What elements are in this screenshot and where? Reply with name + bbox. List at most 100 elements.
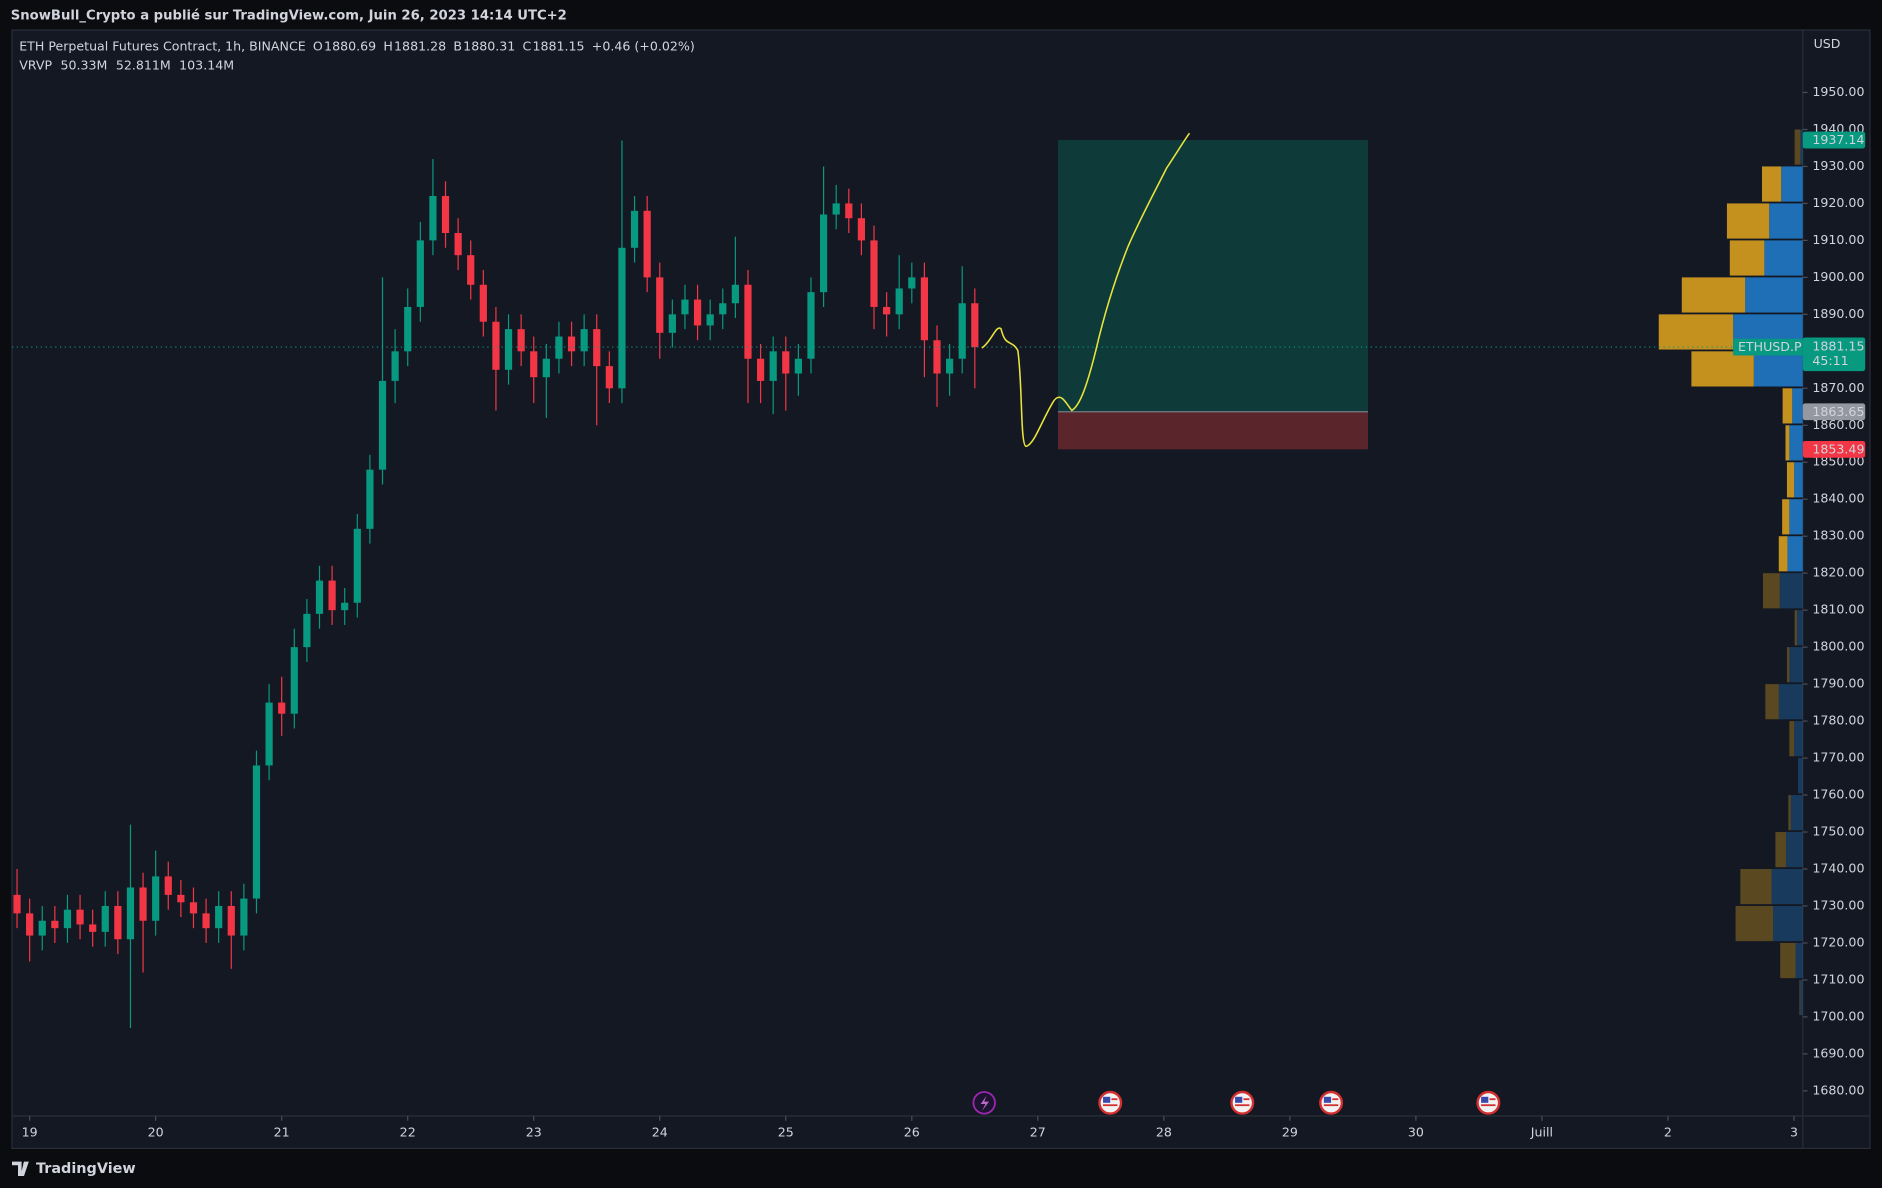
volume-profile-up: [1797, 610, 1803, 646]
candle-body: [416, 240, 424, 307]
legend-ohlc-value: 1881.15: [532, 38, 584, 53]
y-tick-label: 1760.00: [1812, 787, 1864, 802]
price-label: 1937.14: [1812, 132, 1864, 147]
candle-body: [719, 303, 727, 315]
volume-profile-up: [1764, 240, 1803, 276]
candle-body: [605, 366, 613, 389]
candle-body: [252, 765, 261, 899]
volume-profile-up: [1771, 868, 1803, 905]
y-tick-label: 1780.00: [1812, 713, 1864, 728]
plot-layer: 1680.00 1690.00 1700.00 1710.00 1720.00 1730.…: [12, 36, 1866, 1139]
candle-body: [807, 292, 815, 359]
volume-profile-down: [1775, 832, 1786, 868]
candle-body: [643, 210, 651, 278]
footer-brand: TradingView: [36, 1161, 136, 1177]
candle-body: [555, 336, 563, 359]
volume-profile-up: [1769, 203, 1803, 239]
legend-ohlc-key: B: [453, 38, 462, 53]
y-tick-label: 1820.00: [1812, 565, 1864, 580]
volume-profile-down: [1780, 942, 1796, 979]
candle-body: [517, 329, 525, 352]
candle-body: [933, 340, 941, 374]
legend-ohlc-key: O: [313, 38, 323, 53]
y-tick-label: 1770.00: [1812, 750, 1864, 765]
volume-profile-down: [1782, 388, 1793, 424]
candle-body: [668, 314, 676, 333]
volume-profile-down: [1799, 979, 1801, 1016]
x-tick-label: 30: [1408, 1124, 1424, 1139]
event-icon-glyph: [980, 1095, 990, 1112]
candle-body: [530, 351, 538, 378]
volume-profile-down: [1786, 647, 1790, 683]
y-tick-label: 1810.00: [1812, 602, 1864, 617]
event-icon[interactable]: [1230, 1090, 1255, 1115]
candle-body: [215, 905, 223, 929]
legend-ohlc-key: C: [522, 38, 531, 53]
candle-body: [593, 329, 601, 367]
candle-body: [89, 924, 97, 932]
volume-profile-up: [1794, 721, 1803, 757]
candle-body: [441, 196, 450, 234]
y-tick-label: 1720.00: [1812, 934, 1864, 949]
candle-body: [101, 905, 109, 932]
candle-body: [542, 358, 550, 378]
x-tick-label: 3: [1790, 1124, 1798, 1139]
candle-body: [681, 299, 689, 315]
candle-body: [567, 336, 576, 352]
symbol-label-box: [1733, 338, 1803, 356]
y-tick-label: 1700.00: [1812, 1008, 1864, 1023]
x-tick-label: 29: [1282, 1124, 1298, 1139]
y-tick-label: 1950.00: [1812, 84, 1864, 99]
volume-profile-down: [1740, 868, 1772, 905]
volume-profile-up: [1800, 979, 1803, 1016]
volume-profile-up: [1797, 758, 1803, 794]
y-tick-label: 1860.00: [1812, 417, 1864, 432]
currency-label: USD: [1814, 36, 1841, 51]
event-icon[interactable]: [1319, 1090, 1344, 1115]
x-tick-label: 25: [778, 1124, 794, 1139]
candle-body: [870, 240, 878, 307]
candle-body: [744, 284, 752, 359]
position-profit-zone: [1057, 140, 1369, 412]
y-tick-label: 1870.00: [1812, 380, 1864, 395]
volume-profile-up: [1745, 277, 1803, 313]
x-tick-label: 21: [274, 1124, 290, 1139]
position-loss-zone: [1057, 411, 1369, 450]
legend-ohlc-value: 1880.69: [324, 38, 376, 53]
volume-profile-down: [1794, 610, 1798, 646]
volume-profile-up: [1773, 905, 1803, 942]
legend-ohlc-key: H: [383, 38, 392, 53]
y-tick-label: 1910.00: [1812, 232, 1864, 247]
candle-body: [13, 894, 21, 914]
candle-body: [366, 469, 374, 529]
candle-body: [845, 203, 853, 219]
volume-profile-down: [1786, 462, 1795, 498]
candle-body: [794, 358, 802, 374]
y-tick-label: 1830.00: [1812, 528, 1864, 543]
y-tick-label: 1750.00: [1812, 824, 1864, 839]
footer-logo: [12, 1161, 29, 1176]
candle-body: [51, 920, 59, 929]
x-tick-label: 20: [148, 1124, 164, 1139]
candle-body: [303, 613, 311, 648]
y-tick-label: 1690.00: [1812, 1045, 1864, 1060]
candle-body: [139, 887, 147, 921]
legend-ohlc-value: 1881.28: [394, 38, 446, 53]
candle-body: [429, 196, 437, 241]
published-line: SnowBull_Crypto a publié sur TradingView…: [11, 8, 567, 24]
volume-profile-up: [1781, 166, 1803, 202]
legend-change: +0.46 (+0.02%): [592, 38, 695, 53]
legend-ohlc-value: 1880.31: [463, 38, 515, 53]
projection-drawing: [981, 132, 1191, 448]
y-tick-label: 1790.00: [1812, 676, 1864, 691]
x-tick-label: 2: [1664, 1124, 1672, 1139]
event-icon[interactable]: [1098, 1090, 1123, 1115]
x-tick-label: 27: [1030, 1124, 1046, 1139]
indicator-name: VRVP: [19, 58, 52, 73]
event-icon[interactable]: [1476, 1090, 1501, 1115]
volume-profile-down: [1761, 166, 1782, 202]
candle-body: [467, 255, 475, 285]
